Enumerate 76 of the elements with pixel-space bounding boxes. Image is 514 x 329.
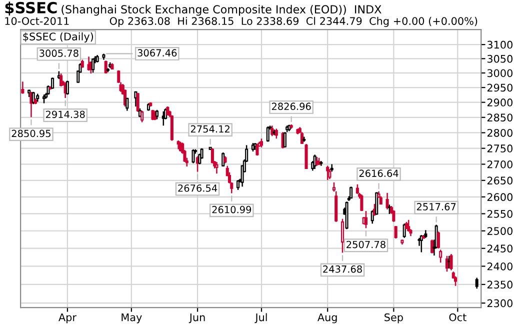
annotation: 2610.99 (212, 206, 252, 214)
candlestick (283, 131, 286, 148)
candlestick (430, 238, 434, 254)
candlestick (156, 109, 159, 120)
y-tick-label: 3100 (487, 40, 512, 49)
y-tick-label: 2900 (487, 98, 512, 106)
x-tick-label: Aug (318, 313, 337, 324)
candlestick (136, 92, 140, 113)
x-tick-label: May (122, 313, 142, 324)
annotation: 3005.78 (40, 50, 78, 57)
y-tick-label: 2750 (487, 144, 512, 152)
annotation: 2437.68 (323, 265, 362, 273)
candlestick (439, 249, 442, 264)
candlestick (445, 255, 449, 272)
y-tick-label: 2700 (487, 160, 512, 168)
annotation: 2616.64 (359, 170, 398, 177)
candlestick (326, 165, 330, 181)
y-tick-label: 2350 (487, 280, 512, 289)
candlestick (304, 143, 308, 170)
candlestick (21, 81, 24, 94)
annotation: 2517.67 (416, 203, 456, 210)
annotation: 2850.95 (12, 130, 50, 138)
candlestick (386, 192, 389, 210)
candlestick (313, 154, 316, 170)
candlestick (215, 161, 218, 174)
annotation: 2676.54 (178, 184, 218, 192)
y-tick-label: 2400 (487, 262, 512, 270)
y-tick-label: 2600 (487, 193, 512, 202)
candlestick (126, 97, 129, 112)
x-tick-label: Apr (58, 313, 76, 324)
y-tick-label: 2450 (487, 244, 512, 252)
candlestick (454, 276, 458, 287)
y-tick-label: 2500 (487, 227, 512, 235)
candlestick (134, 90, 138, 108)
annotation: 2826.96 (272, 102, 311, 110)
text: Op 2363.08 Hi 2368.15 Lo 2338.69 Cl 2344.79 Chg +0.00 (+0.00%) (110, 16, 478, 27)
y-tick-label: 3050 (487, 54, 512, 63)
candlestick (450, 253, 453, 271)
y-tick-label: 2850 (487, 114, 512, 122)
y-tick-label: 2800 (487, 128, 512, 137)
candlestick (140, 110, 144, 123)
text: 10-Oct-2011 (5, 17, 69, 25)
candlestick (402, 223, 406, 238)
annotation: 3067.46 (138, 49, 177, 57)
annotation: 2754.12 (190, 125, 230, 133)
candlestick (32, 91, 35, 105)
annotation: 2507.78 (346, 240, 386, 248)
annotation: 2914.38 (46, 110, 85, 118)
y-tick-label: 2650 (487, 176, 512, 185)
candlestick (448, 255, 451, 270)
candlestick (360, 194, 364, 212)
candlestick (356, 184, 359, 195)
candlestick (170, 114, 174, 142)
y-tick-label: 3000 (487, 69, 512, 78)
x-tick-label: Sep (384, 313, 403, 324)
annotation: $SSEC (Daily) (23, 32, 94, 42)
x-tick-label: Jun (188, 313, 205, 324)
candlestick (104, 60, 108, 74)
x-tick-label: Jul (254, 313, 267, 324)
x-tick-label: Oct (449, 313, 466, 322)
candlestick (266, 126, 270, 142)
candlestick (392, 210, 396, 223)
y-tick-label: 2950 (487, 84, 512, 92)
chart-subtitle: (Shanghai Stock Exchange Composite Index (EOD)) INDX (62, 4, 382, 16)
candlestick (92, 58, 95, 74)
candlestick (394, 225, 398, 240)
candlestick (328, 168, 332, 180)
chart-title: $SSEC (5, 2, 57, 16)
candlestick (407, 219, 410, 232)
candlestick (436, 230, 440, 249)
candlestick (420, 234, 423, 253)
y-tick-label: 2300 (487, 299, 512, 308)
candlestick (332, 182, 336, 192)
candlestick (475, 277, 478, 290)
candlestick (192, 148, 195, 164)
y-tick-label: 2550 (487, 210, 512, 218)
